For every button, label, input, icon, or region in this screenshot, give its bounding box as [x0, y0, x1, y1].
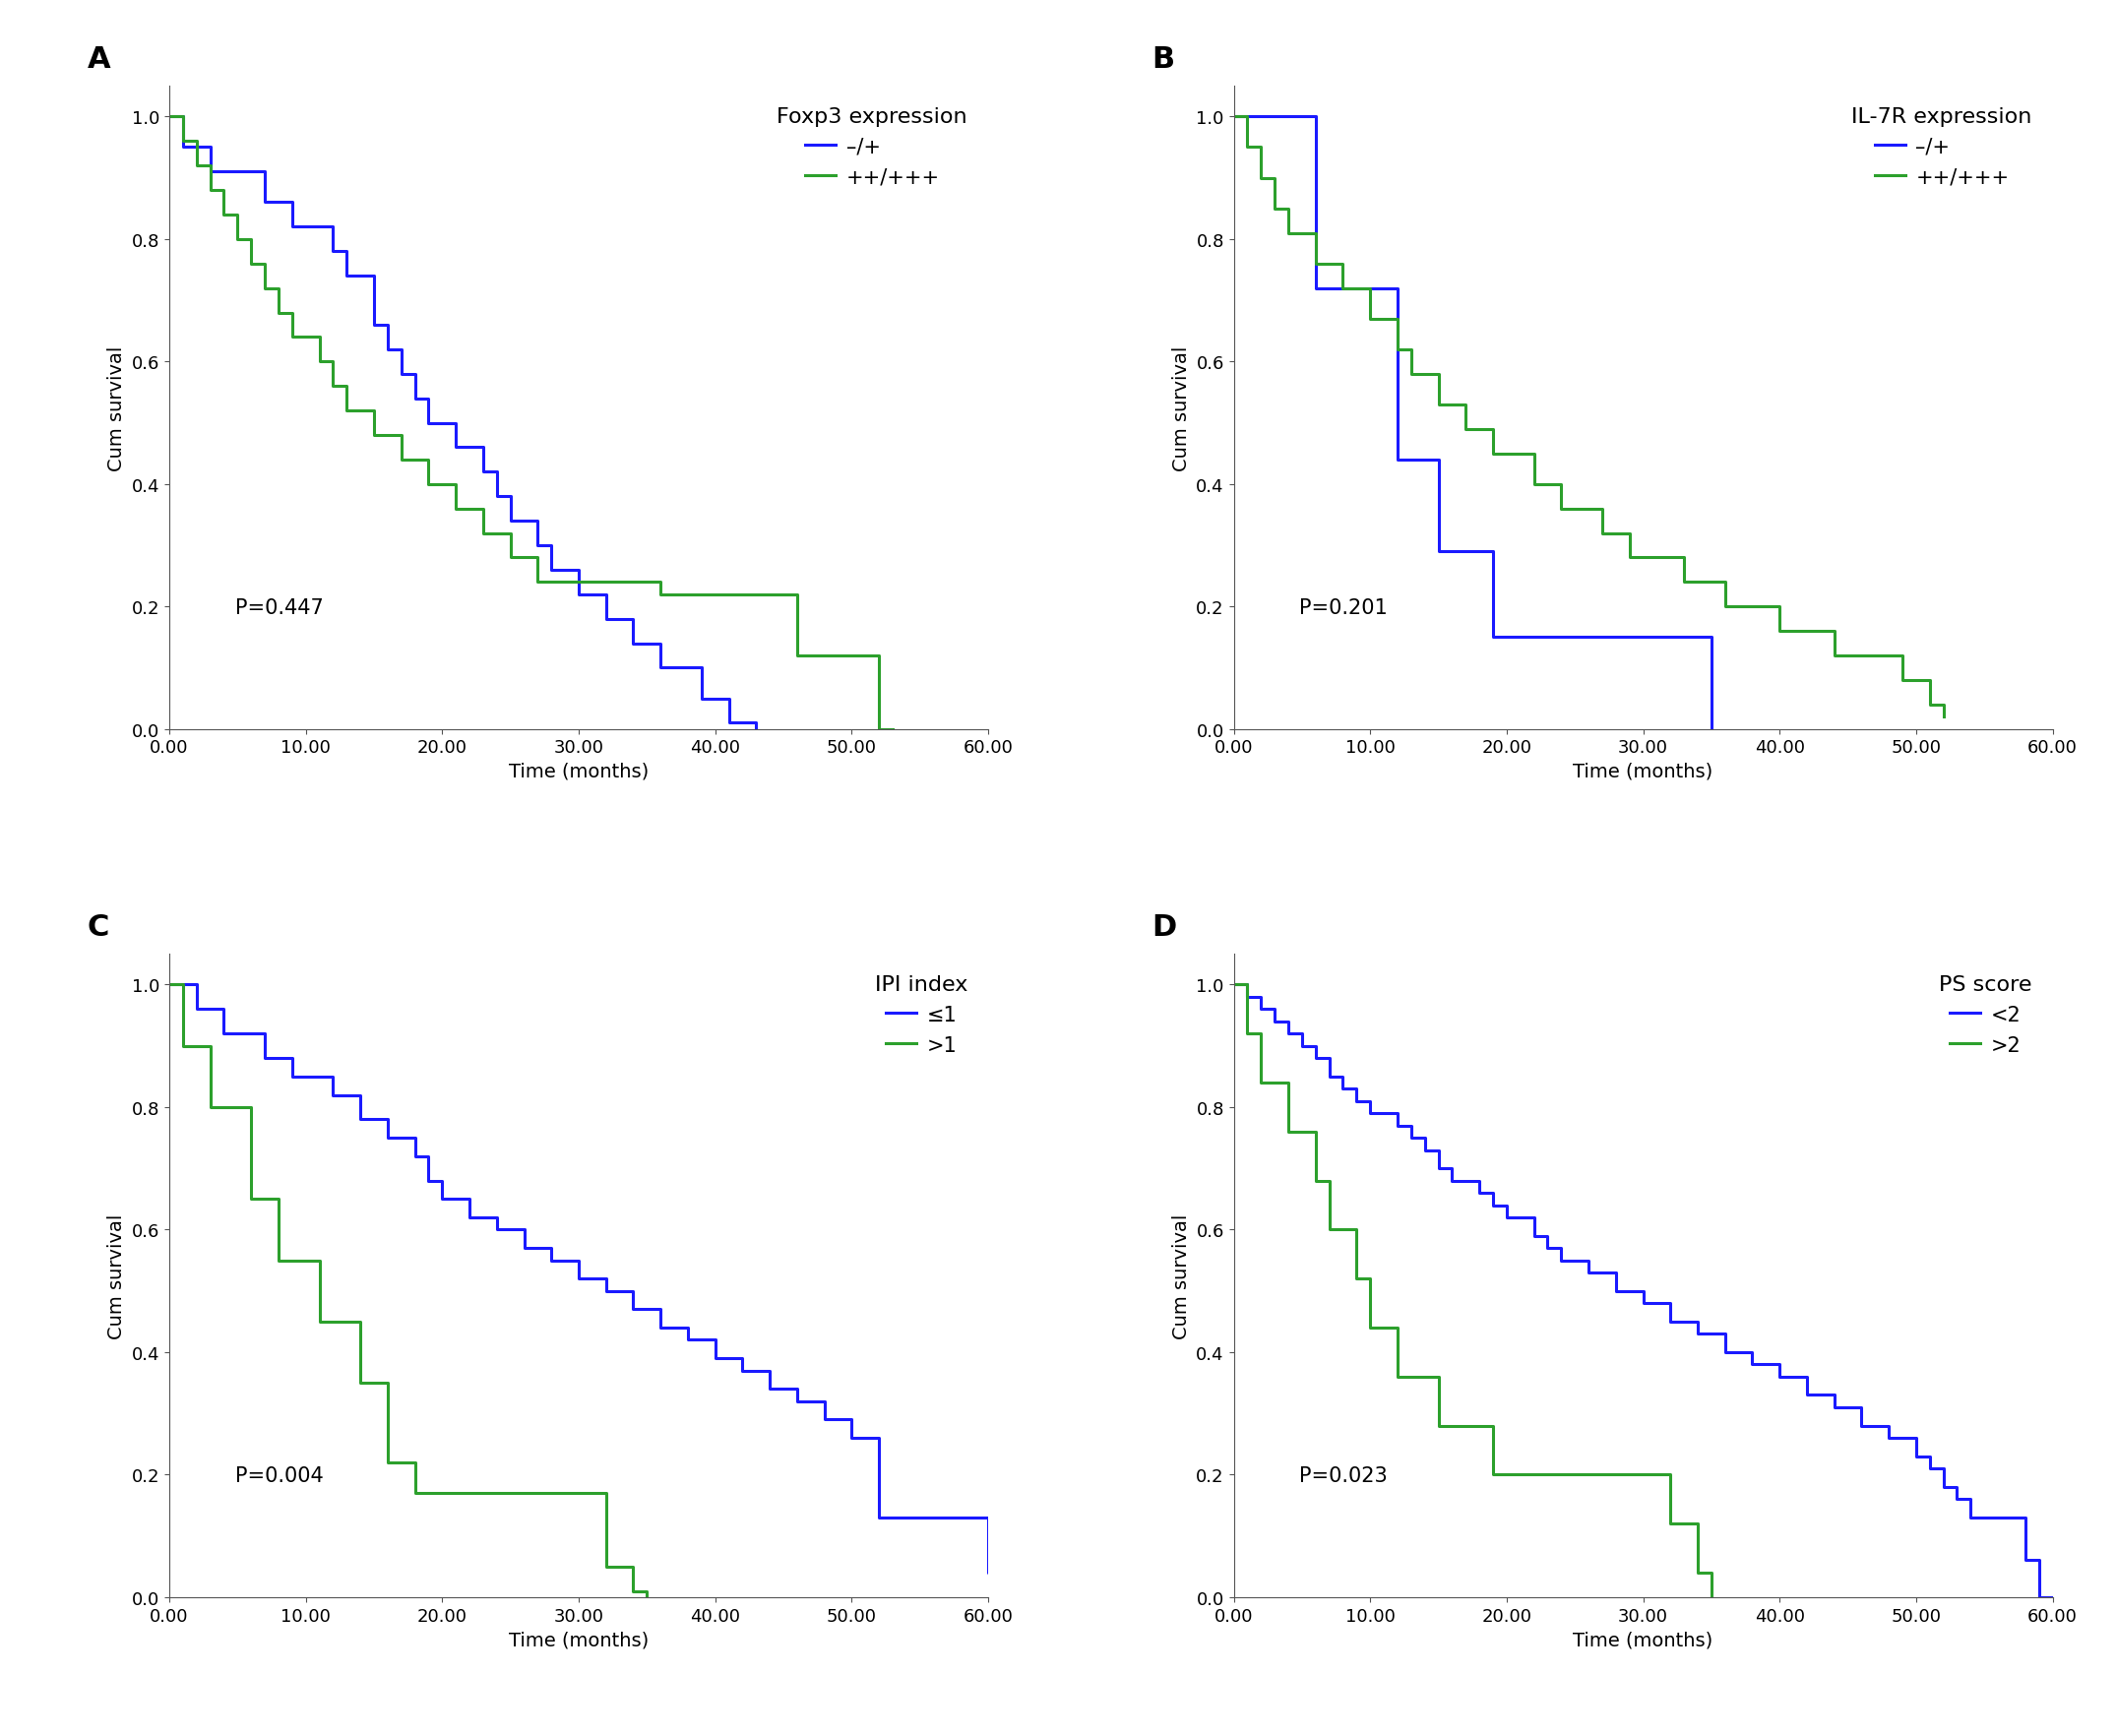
Legend: –/+, ++/+++: –/+, ++/+++ — [766, 97, 978, 198]
Text: B: B — [1151, 45, 1174, 75]
X-axis label: Time (months): Time (months) — [1572, 1630, 1714, 1649]
Text: P=0.023: P=0.023 — [1299, 1465, 1388, 1486]
X-axis label: Time (months): Time (months) — [1572, 762, 1714, 781]
Y-axis label: Cum survival: Cum survival — [108, 345, 127, 470]
Text: P=0.201: P=0.201 — [1299, 599, 1388, 618]
X-axis label: Time (months): Time (months) — [508, 762, 650, 781]
Text: A: A — [87, 45, 110, 75]
Legend: <2, >2: <2, >2 — [1930, 965, 2042, 1066]
Legend: –/+, ++/+++: –/+, ++/+++ — [1841, 97, 2042, 198]
Y-axis label: Cum survival: Cum survival — [1172, 345, 1191, 470]
Y-axis label: Cum survival: Cum survival — [108, 1213, 127, 1338]
Text: C: C — [87, 913, 110, 941]
Text: D: D — [1151, 913, 1176, 941]
Text: P=0.004: P=0.004 — [235, 1465, 324, 1486]
Text: P=0.447: P=0.447 — [235, 599, 324, 618]
X-axis label: Time (months): Time (months) — [508, 1630, 650, 1649]
Legend: ≤1, >1: ≤1, >1 — [865, 965, 978, 1066]
Y-axis label: Cum survival: Cum survival — [1172, 1213, 1191, 1338]
